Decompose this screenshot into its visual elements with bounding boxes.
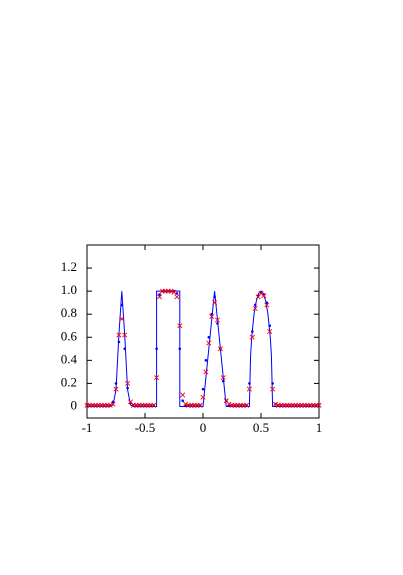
y-tick-label: 0.8: [61, 305, 77, 320]
dot-point: [178, 347, 182, 351]
cross-point: [183, 401, 189, 407]
cross-point: [270, 386, 276, 392]
dot-point: [213, 295, 216, 299]
dot-point: [251, 330, 254, 333]
cross-point: [156, 294, 163, 300]
y-tick-label: 0: [71, 397, 78, 412]
cross-point: [171, 289, 177, 295]
cross-point: [125, 380, 131, 386]
x-tick-label: 0: [200, 420, 207, 435]
cross-point: [168, 288, 174, 294]
cross-point: [113, 386, 119, 392]
cross-point: [316, 402, 322, 408]
cross-point: [206, 340, 212, 346]
dot-point: [265, 301, 269, 304]
dot-point: [120, 303, 124, 307]
cross-point: [180, 392, 186, 398]
cross-point: [209, 313, 215, 320]
x-tick-label: 0.5: [253, 420, 269, 435]
dot-point: [181, 399, 184, 403]
cross-point: [154, 375, 160, 381]
dot-point: [123, 347, 126, 351]
solution-line: [87, 290, 319, 407]
dot-point: [222, 379, 225, 383]
cross-point: [107, 402, 113, 408]
dot-point: [111, 400, 115, 404]
cross-point: [174, 294, 180, 300]
cross-point: [252, 305, 258, 311]
dot-point: [117, 340, 121, 344]
cross-point: [272, 401, 279, 407]
dot-point: [216, 322, 219, 325]
cross-point: [220, 375, 226, 381]
cross-point: [197, 402, 203, 408]
cross-point: [217, 346, 223, 352]
plot-frame: [86, 244, 320, 419]
dot-point: [271, 382, 274, 385]
x-tick-label: -1: [82, 420, 93, 435]
dot-point: [126, 386, 129, 390]
y-tick-label: 1.0: [61, 282, 77, 297]
cross-point: [249, 334, 255, 340]
dot-point: [155, 347, 158, 351]
cross-point: [110, 401, 116, 407]
cross-point: [122, 332, 128, 338]
cross-point: [151, 402, 157, 408]
dot-point: [210, 312, 213, 316]
dot-point: [158, 293, 161, 296]
x-tick-label: -0.5: [135, 420, 156, 435]
dot-point: [268, 324, 272, 328]
cross-point: [261, 293, 267, 299]
dot-point: [114, 382, 118, 385]
dot-point: [207, 335, 211, 339]
cross-point: [243, 402, 250, 408]
x-tick-label: 1: [316, 420, 323, 435]
y-tick-label: 0.6: [61, 328, 78, 343]
cross-point: [267, 328, 273, 335]
cross-point: [177, 323, 183, 329]
cross-point: [116, 332, 122, 338]
cross-point: [246, 386, 252, 392]
dot-point: [201, 387, 205, 391]
dot-point: [204, 359, 208, 362]
y-tick-label: 1.2: [61, 259, 77, 274]
y-tick-label: 0.4: [61, 351, 78, 366]
cross-point: [119, 316, 125, 322]
dot-point: [253, 303, 257, 307]
cross-point: [200, 394, 206, 400]
y-tick-label: 0.2: [61, 374, 77, 389]
dot-point: [248, 382, 251, 385]
cross-point: [214, 317, 221, 323]
cross-point: [212, 300, 218, 306]
cross-point: [226, 401, 232, 407]
cross-point: [264, 302, 270, 308]
cross-point: [203, 369, 209, 375]
